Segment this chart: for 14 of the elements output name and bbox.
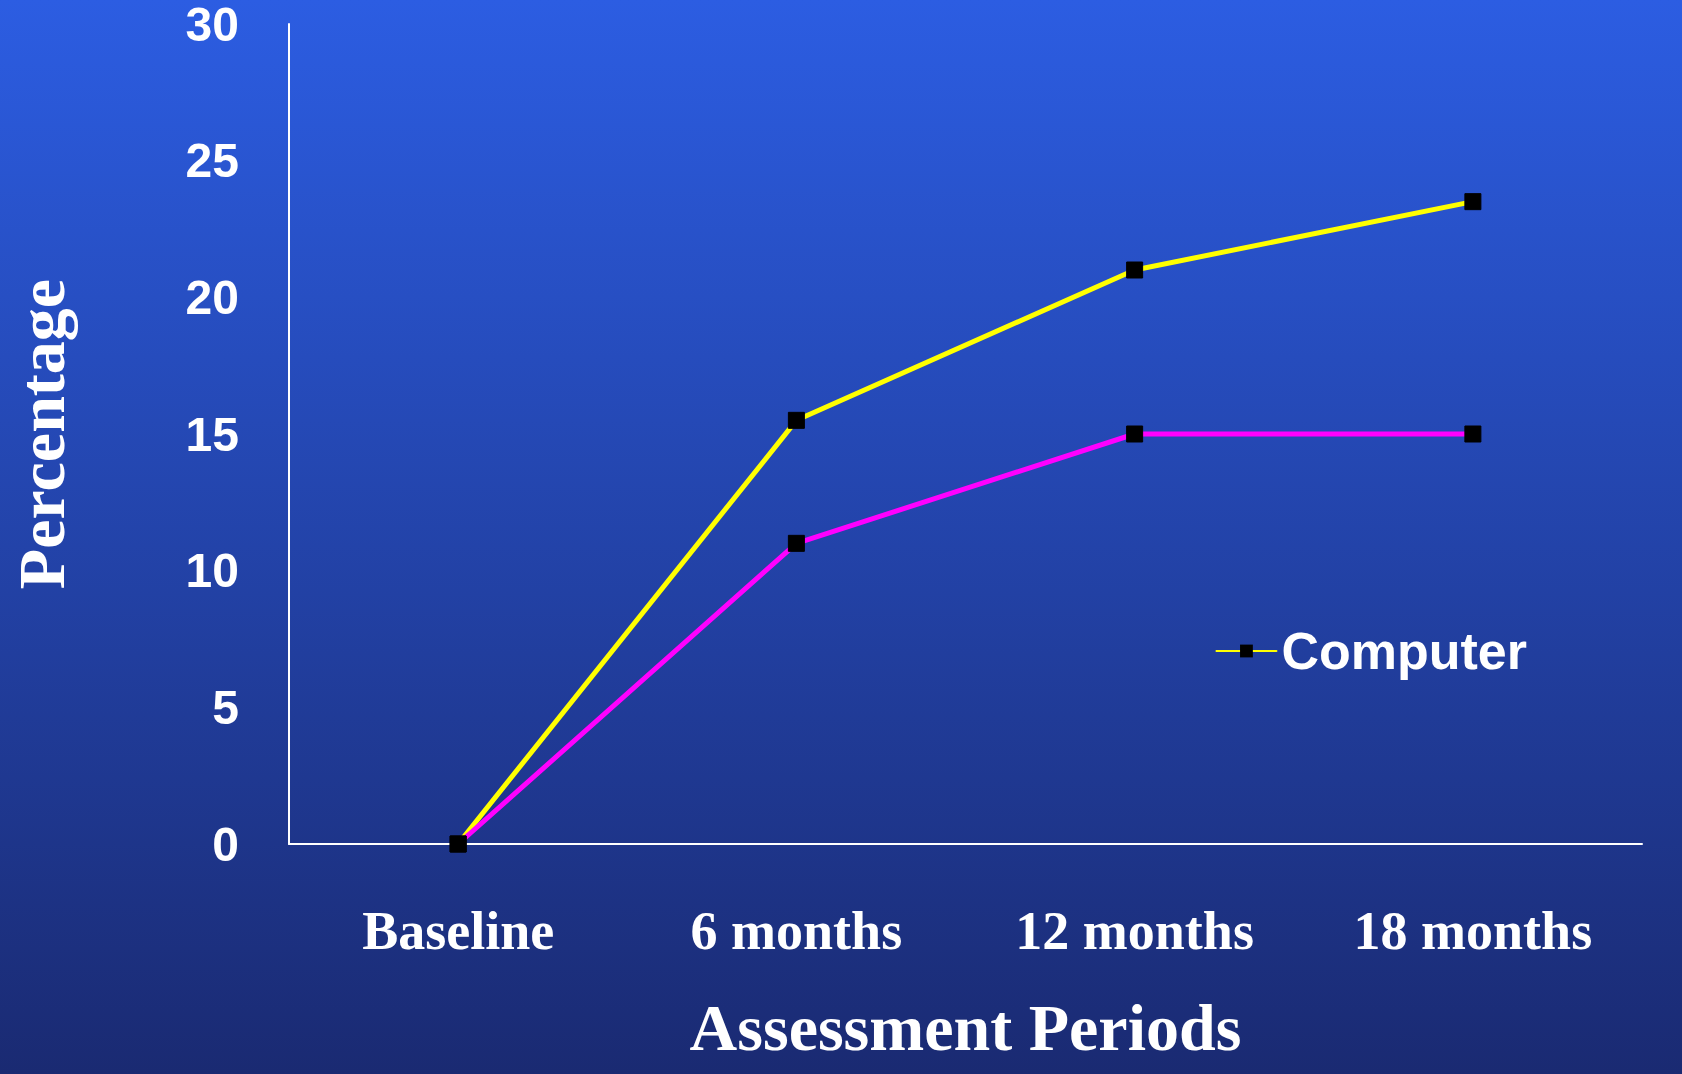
y-tick-label: 10 — [185, 544, 239, 598]
x-tick-label: 18 months — [1353, 901, 1593, 961]
legend-label: Computer — [1281, 622, 1528, 680]
x-tick-label: 6 months — [690, 901, 903, 961]
y-axis-title: Percentage — [4, 278, 78, 590]
x-axis-title: Assessment Periods — [689, 990, 1242, 1064]
x-tick-label: 12 months — [1015, 901, 1254, 961]
y-tick-label: 20 — [185, 270, 239, 324]
y-tick-label: 15 — [185, 407, 239, 461]
y-tick-label: 0 — [212, 817, 239, 871]
x-tick-label: Baseline — [362, 901, 555, 961]
y-tick-label: 5 — [212, 680, 239, 734]
y-tick-label: 30 — [185, 0, 239, 51]
y-tick-label: 25 — [185, 134, 239, 188]
